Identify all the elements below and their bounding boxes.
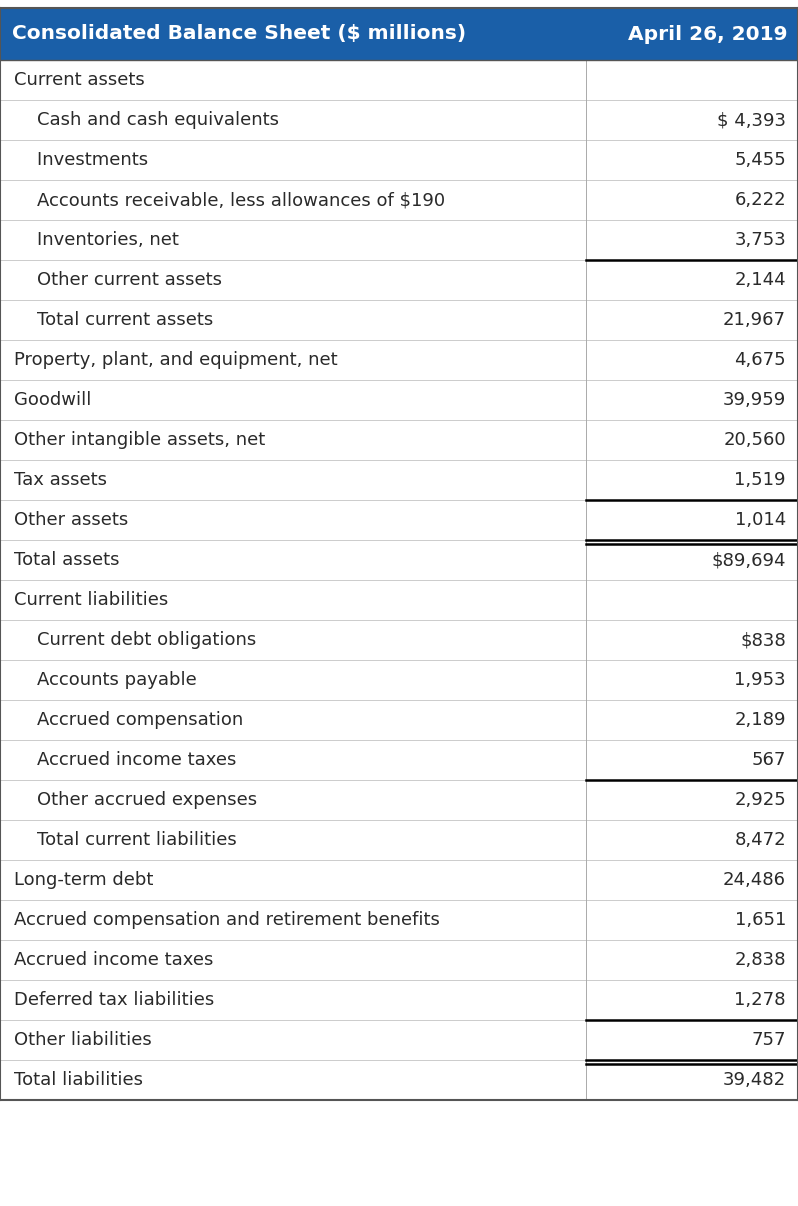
Text: 2,189: 2,189 bbox=[734, 712, 786, 728]
Text: 757: 757 bbox=[752, 1031, 786, 1049]
Bar bbox=[0, 459, 798, 500]
Bar bbox=[0, 420, 798, 459]
Text: 4,675: 4,675 bbox=[734, 351, 786, 369]
Text: 39,482: 39,482 bbox=[723, 1071, 786, 1089]
Text: Other assets: Other assets bbox=[14, 511, 128, 529]
Bar bbox=[0, 300, 798, 340]
Text: 1,953: 1,953 bbox=[734, 671, 786, 689]
Text: Total assets: Total assets bbox=[14, 551, 120, 569]
Text: Inventories, net: Inventories, net bbox=[14, 232, 179, 248]
Text: 2,144: 2,144 bbox=[734, 271, 786, 289]
Text: Consolidated Balance Sheet ($ millions): Consolidated Balance Sheet ($ millions) bbox=[12, 24, 466, 43]
Text: Current assets: Current assets bbox=[14, 71, 144, 89]
Bar bbox=[0, 100, 798, 140]
Text: Accounts receivable, less allowances of $190: Accounts receivable, less allowances of … bbox=[14, 191, 445, 209]
Text: Total liabilities: Total liabilities bbox=[14, 1071, 143, 1089]
Text: Accounts payable: Accounts payable bbox=[14, 671, 197, 689]
Text: 2,925: 2,925 bbox=[734, 791, 786, 809]
Text: 39,959: 39,959 bbox=[723, 391, 786, 409]
Text: $89,694: $89,694 bbox=[712, 551, 786, 569]
Bar bbox=[0, 660, 798, 699]
Text: 1,519: 1,519 bbox=[734, 472, 786, 488]
Bar bbox=[0, 219, 798, 260]
Text: $838: $838 bbox=[741, 631, 786, 649]
Text: Property, plant, and equipment, net: Property, plant, and equipment, net bbox=[14, 351, 338, 369]
Text: Deferred tax liabilities: Deferred tax liabilities bbox=[14, 991, 214, 1009]
Bar bbox=[0, 180, 798, 219]
Text: 6,222: 6,222 bbox=[734, 191, 786, 209]
Bar bbox=[0, 8, 798, 60]
Bar bbox=[0, 1060, 798, 1100]
Text: Total current liabilities: Total current liabilities bbox=[14, 831, 237, 849]
Bar bbox=[0, 980, 798, 1020]
Bar bbox=[0, 699, 798, 740]
Text: 1,014: 1,014 bbox=[735, 511, 786, 529]
Text: 24,486: 24,486 bbox=[723, 871, 786, 889]
Text: Investments: Investments bbox=[14, 151, 148, 169]
Bar bbox=[0, 340, 798, 380]
Bar bbox=[0, 820, 798, 860]
Text: Accrued income taxes: Accrued income taxes bbox=[14, 751, 236, 769]
Text: April 26, 2019: April 26, 2019 bbox=[629, 24, 788, 43]
Bar bbox=[0, 380, 798, 420]
Text: 5,455: 5,455 bbox=[734, 151, 786, 169]
Text: Total current assets: Total current assets bbox=[14, 311, 213, 329]
Bar bbox=[0, 540, 798, 580]
Text: Accrued compensation: Accrued compensation bbox=[14, 712, 243, 728]
Text: 1,651: 1,651 bbox=[735, 911, 786, 929]
Bar bbox=[0, 780, 798, 820]
Text: 2,838: 2,838 bbox=[734, 952, 786, 968]
Text: Tax assets: Tax assets bbox=[14, 472, 107, 488]
Text: 20,560: 20,560 bbox=[723, 431, 786, 449]
Text: Accrued compensation and retirement benefits: Accrued compensation and retirement bene… bbox=[14, 911, 440, 929]
Text: 21,967: 21,967 bbox=[723, 311, 786, 329]
Bar bbox=[0, 500, 798, 540]
Text: Other intangible assets, net: Other intangible assets, net bbox=[14, 431, 265, 449]
Bar bbox=[0, 260, 798, 300]
Text: Current debt obligations: Current debt obligations bbox=[14, 631, 256, 649]
Text: 8,472: 8,472 bbox=[734, 831, 786, 849]
Text: Accrued income taxes: Accrued income taxes bbox=[14, 952, 213, 968]
Text: 567: 567 bbox=[752, 751, 786, 769]
Bar bbox=[0, 939, 798, 980]
Text: Other current assets: Other current assets bbox=[14, 271, 222, 289]
Text: Other accrued expenses: Other accrued expenses bbox=[14, 791, 257, 809]
Text: 3,753: 3,753 bbox=[734, 232, 786, 248]
Text: Cash and cash equivalents: Cash and cash equivalents bbox=[14, 111, 279, 129]
Bar bbox=[0, 580, 798, 620]
Text: Goodwill: Goodwill bbox=[14, 391, 92, 409]
Bar bbox=[0, 140, 798, 180]
Bar bbox=[0, 860, 798, 900]
Bar bbox=[0, 740, 798, 780]
Bar bbox=[0, 60, 798, 100]
Text: $ 4,393: $ 4,393 bbox=[717, 111, 786, 129]
Text: Current liabilities: Current liabilities bbox=[14, 591, 168, 609]
Bar bbox=[0, 1020, 798, 1060]
Text: Other liabilities: Other liabilities bbox=[14, 1031, 152, 1049]
Text: 1,278: 1,278 bbox=[734, 991, 786, 1009]
Bar bbox=[0, 620, 798, 660]
Text: Long-term debt: Long-term debt bbox=[14, 871, 153, 889]
Bar bbox=[0, 900, 798, 939]
